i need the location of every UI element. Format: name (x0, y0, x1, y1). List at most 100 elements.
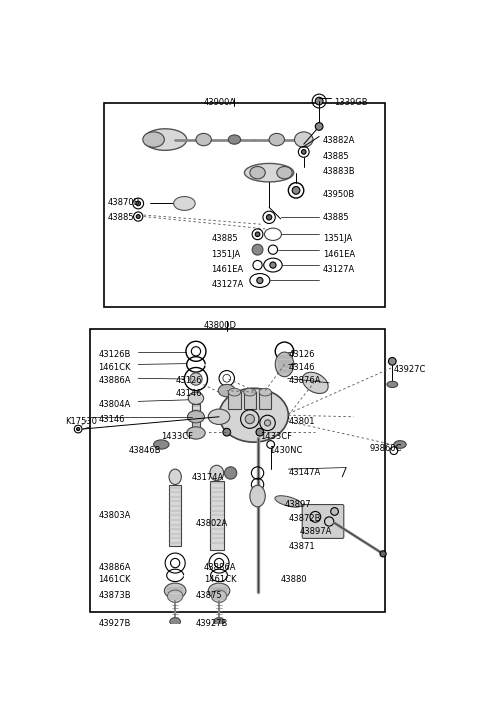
Text: 43872B: 43872B (288, 514, 321, 523)
Text: 1433CF: 1433CF (260, 432, 292, 441)
Ellipse shape (244, 388, 256, 396)
Text: 43846B: 43846B (129, 446, 161, 455)
Circle shape (256, 428, 264, 436)
Bar (192, 404, 200, 430)
Text: 43126B: 43126B (98, 350, 131, 359)
Text: 1461CK: 1461CK (98, 576, 131, 585)
Circle shape (255, 232, 260, 236)
Text: 1461CK: 1461CK (204, 576, 236, 585)
Bar (104, 103, 384, 308)
Text: 43900A: 43900A (204, 98, 236, 107)
Text: K17530: K17530 (65, 417, 97, 426)
Ellipse shape (208, 583, 230, 599)
Ellipse shape (228, 135, 240, 144)
FancyBboxPatch shape (302, 505, 344, 538)
Circle shape (315, 97, 323, 105)
Text: 43897A: 43897A (300, 527, 332, 536)
Circle shape (292, 186, 300, 194)
Ellipse shape (387, 381, 398, 388)
Ellipse shape (170, 618, 180, 625)
Bar (90, 329, 384, 611)
Text: 43870B: 43870B (108, 198, 140, 207)
Text: 43146: 43146 (288, 363, 315, 372)
Ellipse shape (219, 388, 288, 442)
Ellipse shape (154, 440, 169, 449)
Text: 43126: 43126 (175, 376, 202, 385)
Ellipse shape (275, 496, 302, 508)
Text: 43950B: 43950B (323, 191, 355, 199)
Circle shape (225, 467, 237, 479)
Text: 43885: 43885 (108, 214, 134, 222)
Ellipse shape (244, 163, 294, 182)
Text: 93860C: 93860C (369, 444, 402, 454)
Ellipse shape (169, 469, 181, 484)
Ellipse shape (259, 388, 271, 396)
Circle shape (315, 123, 323, 130)
Ellipse shape (188, 411, 204, 423)
Ellipse shape (295, 132, 313, 147)
Text: 1339GB: 1339GB (335, 98, 368, 107)
Ellipse shape (394, 441, 406, 449)
Ellipse shape (188, 392, 204, 404)
Text: 43927B: 43927B (98, 619, 131, 628)
Ellipse shape (275, 352, 294, 376)
Circle shape (380, 551, 386, 557)
Circle shape (264, 420, 271, 426)
Ellipse shape (210, 465, 224, 481)
Circle shape (301, 149, 306, 154)
Text: 43146: 43146 (175, 389, 202, 398)
Ellipse shape (302, 372, 328, 393)
Text: 1351JA: 1351JA (323, 234, 352, 243)
Circle shape (266, 215, 272, 220)
Ellipse shape (187, 427, 205, 439)
Text: 43886A: 43886A (98, 563, 131, 572)
Circle shape (252, 244, 263, 255)
Ellipse shape (214, 618, 225, 625)
Text: 43876A: 43876A (288, 376, 321, 385)
Text: 43885: 43885 (323, 214, 349, 222)
Bar (169, 484, 181, 546)
Ellipse shape (269, 133, 285, 146)
Text: 1430NC: 1430NC (269, 446, 302, 455)
Text: 43927B: 43927B (196, 619, 228, 628)
Text: 43147A: 43147A (288, 468, 321, 477)
Ellipse shape (277, 167, 292, 179)
Text: 1433CF: 1433CF (161, 432, 193, 441)
Text: 43174A: 43174A (192, 473, 224, 482)
Ellipse shape (250, 485, 265, 507)
Ellipse shape (144, 129, 187, 150)
Text: 43871: 43871 (288, 543, 315, 551)
Text: 43802A: 43802A (196, 519, 228, 528)
Text: 43800D: 43800D (204, 321, 237, 330)
Circle shape (245, 414, 254, 423)
Circle shape (136, 215, 140, 219)
Text: 43875: 43875 (196, 591, 223, 600)
Text: 43873B: 43873B (98, 591, 131, 600)
Ellipse shape (211, 590, 227, 602)
Circle shape (136, 201, 141, 206)
Ellipse shape (174, 196, 195, 210)
Text: 43126: 43126 (288, 350, 315, 359)
Text: 43804A: 43804A (98, 400, 131, 409)
Text: 1351JA: 1351JA (211, 250, 240, 259)
Circle shape (223, 428, 230, 436)
Circle shape (388, 358, 396, 365)
Text: 43883B: 43883B (323, 168, 356, 176)
Text: 43803A: 43803A (98, 512, 131, 520)
Ellipse shape (143, 132, 164, 147)
Circle shape (77, 428, 80, 430)
Circle shape (331, 508, 338, 515)
Text: 43880: 43880 (281, 576, 307, 585)
Bar (228, 392, 240, 409)
Text: 43897: 43897 (285, 500, 311, 509)
Circle shape (270, 262, 276, 268)
Text: 43127A: 43127A (211, 280, 243, 290)
Ellipse shape (168, 590, 183, 602)
Ellipse shape (218, 384, 235, 397)
Ellipse shape (228, 388, 240, 396)
Text: 43146: 43146 (98, 415, 125, 424)
Text: 1461EA: 1461EA (211, 265, 243, 274)
Bar (210, 481, 224, 550)
Text: 43801: 43801 (288, 417, 315, 426)
Ellipse shape (250, 167, 265, 179)
